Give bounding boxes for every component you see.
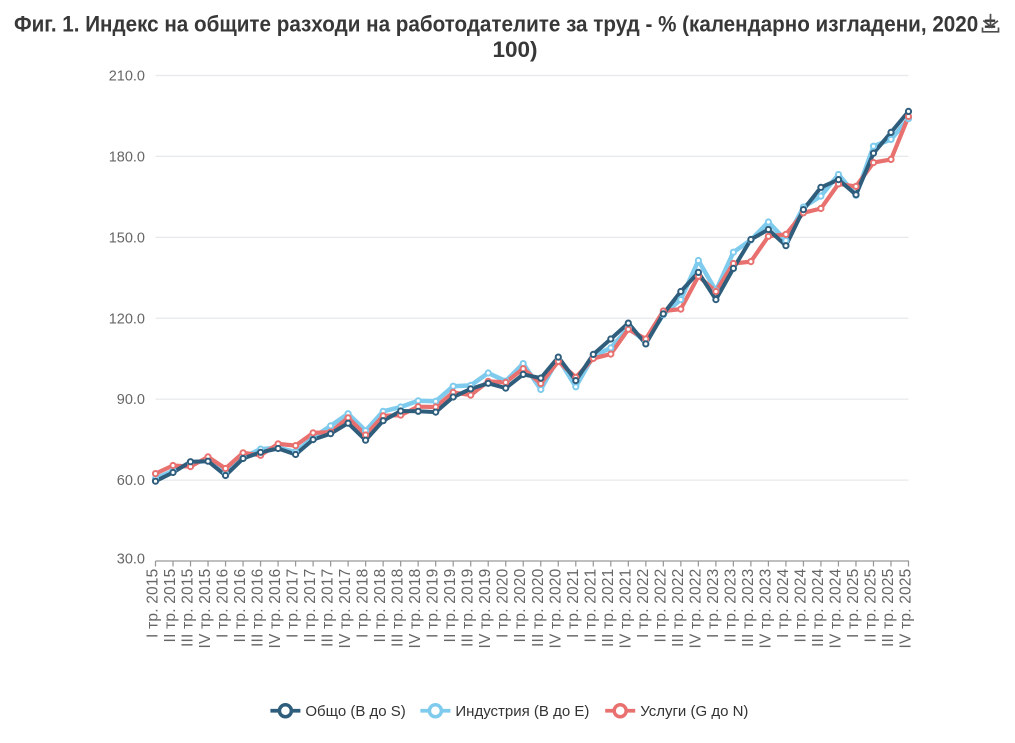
svg-text:Услуги (G до N): Услуги (G до N) xyxy=(640,703,748,720)
svg-text:IV тр. 2022: IV тр. 2022 xyxy=(687,569,704,649)
svg-text:IV тр. 2021: IV тр. 2021 xyxy=(617,569,634,649)
svg-text:III тр. 2016: III тр. 2016 xyxy=(250,569,267,647)
svg-text:II тр. 2021: II тр. 2021 xyxy=(582,569,599,643)
svg-text:III тр. 2019: III тр. 2019 xyxy=(460,569,477,647)
svg-text:IV тр. 2024: IV тр. 2024 xyxy=(827,568,844,648)
svg-text:III тр. 2018: III тр. 2018 xyxy=(390,569,407,647)
svg-text:I тр. 2018: I тр. 2018 xyxy=(355,569,372,638)
svg-text:IV тр. 2019: IV тр. 2019 xyxy=(477,569,494,649)
svg-text:Фиг. 1. Индекс на общите разхо: Фиг. 1. Индекс на общите разходи на рабо… xyxy=(14,12,996,37)
svg-text:IV тр. 2017: IV тр. 2017 xyxy=(337,569,354,649)
svg-text:I тр. 2022: I тр. 2022 xyxy=(635,569,652,638)
svg-text:III тр. 2022: III тр. 2022 xyxy=(670,569,687,647)
svg-text:II тр. 2023: II тр. 2023 xyxy=(722,569,739,643)
svg-text:IV тр. 2025: IV тр. 2025 xyxy=(898,569,915,649)
svg-text:IV тр. 2018: IV тр. 2018 xyxy=(407,569,424,649)
svg-text:I тр. 2023: I тр. 2023 xyxy=(705,569,722,638)
svg-text:210.0: 210.0 xyxy=(109,69,145,85)
svg-text:I тр. 2017: I тр. 2017 xyxy=(285,569,302,638)
svg-text:III тр. 2015: III тр. 2015 xyxy=(180,569,197,647)
svg-text:IV тр. 2020: IV тр. 2020 xyxy=(547,568,564,648)
svg-text:III тр. 2017: III тр. 2017 xyxy=(320,569,337,647)
svg-text:Общо (B до S): Общо (B до S) xyxy=(305,703,405,720)
svg-text:Индустрия (B до E): Индустрия (B до E) xyxy=(455,703,589,720)
svg-text:I тр. 2025: I тр. 2025 xyxy=(845,569,862,638)
svg-text:I тр. 2020: I тр. 2020 xyxy=(495,568,512,638)
svg-text:I тр. 2016: I тр. 2016 xyxy=(215,569,232,638)
svg-text:IV тр. 2015: IV тр. 2015 xyxy=(197,569,214,649)
svg-text:II тр. 2024: II тр. 2024 xyxy=(792,568,809,642)
svg-text:III тр. 2020: III тр. 2020 xyxy=(530,568,547,647)
svg-text:150.0: 150.0 xyxy=(109,230,145,246)
svg-text:II тр. 2016: II тр. 2016 xyxy=(232,569,249,643)
svg-text:I тр. 2021: I тр. 2021 xyxy=(565,569,582,638)
svg-text:I тр. 2024: I тр. 2024 xyxy=(775,568,792,638)
svg-text:III тр. 2025: III тр. 2025 xyxy=(880,569,897,647)
svg-text:30.0: 30.0 xyxy=(117,552,145,568)
svg-text:I тр. 2015: I тр. 2015 xyxy=(145,569,162,638)
svg-text:120.0: 120.0 xyxy=(109,311,145,327)
svg-text:I тр. 2019: I тр. 2019 xyxy=(425,569,442,638)
svg-text:III тр. 2023: III тр. 2023 xyxy=(740,569,757,647)
svg-text:II тр. 2022: II тр. 2022 xyxy=(652,569,669,643)
svg-text:180.0: 180.0 xyxy=(109,149,145,165)
svg-text:II тр. 2017: II тр. 2017 xyxy=(302,569,319,643)
svg-text:IV тр. 2023: IV тр. 2023 xyxy=(757,569,774,649)
svg-text:100): 100) xyxy=(492,37,537,62)
svg-text:II тр. 2019: II тр. 2019 xyxy=(442,569,459,643)
svg-text:II тр. 2020: II тр. 2020 xyxy=(512,568,529,642)
svg-text:IV тр. 2016: IV тр. 2016 xyxy=(267,569,284,649)
svg-text:II тр. 2025: II тр. 2025 xyxy=(862,569,879,643)
svg-text:II тр. 2018: II тр. 2018 xyxy=(372,569,389,643)
svg-text:60.0: 60.0 xyxy=(117,473,145,489)
svg-text:90.0: 90.0 xyxy=(117,392,145,408)
svg-text:II тр. 2015: II тр. 2015 xyxy=(162,569,179,643)
svg-text:III тр. 2024: III тр. 2024 xyxy=(810,568,827,647)
svg-text:III тр. 2021: III тр. 2021 xyxy=(600,569,617,647)
